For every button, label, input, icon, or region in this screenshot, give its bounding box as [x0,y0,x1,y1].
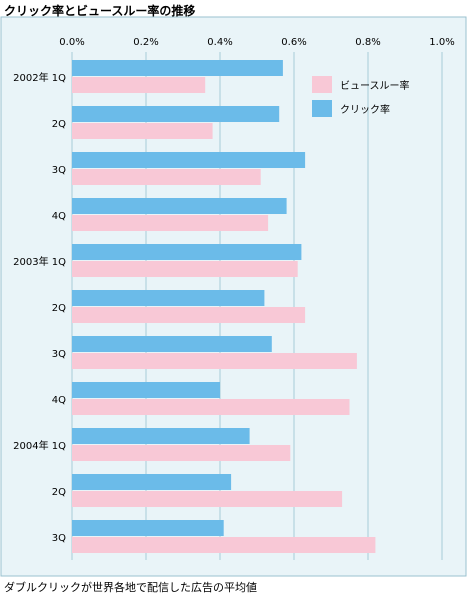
x-tick-label: 0.4% [207,37,232,48]
bar-click-rate [72,244,302,260]
legend-label: クリック率 [340,103,390,116]
category-label: 4Q [52,395,66,406]
bar-view-through-rate [72,491,343,507]
x-axis-tick-labels: 0.0% 0.2% 0.4% 0.6% 0.8% 1.0% [59,37,454,48]
bar-view-through-rate [72,353,357,369]
legend-swatch [312,100,332,117]
x-tick-label: 0.2% [133,37,158,48]
chart-caption: ダブルクリックが世界各地で配信した広告の平均値 [4,581,257,594]
bar-click-rate [72,520,224,536]
bar-click-rate [72,474,232,490]
category-label: 2002年 1Q [13,71,66,84]
legend-label: ビュースルー率 [340,79,410,92]
x-tick-label: 1.0% [429,37,454,48]
bar-view-through-rate [72,261,298,277]
category-label: 4Q [52,211,66,222]
bar-view-through-rate [72,307,306,323]
bar-click-rate [72,60,283,76]
bar-click-rate [72,198,287,214]
category-label: 2003年 1Q [13,255,66,268]
bar-click-rate [72,290,265,306]
bar-view-through-rate [72,169,261,185]
bar-view-through-rate [72,123,213,139]
category-label: 2Q [52,303,66,314]
x-tick-label: 0.6% [281,37,306,48]
bar-view-through-rate [72,399,350,415]
bar-click-rate [72,382,220,398]
x-tick-label: 0.0% [59,37,84,48]
bar-view-through-rate [72,537,376,553]
x-tick-label: 0.8% [355,37,380,48]
category-label: 3Q [52,349,66,360]
category-labels: 2002年 1Q 2Q 3Q 4Q 2003年 1Q 2Q 3Q 4Q 2004年 1Q 2Q 3Q [13,71,66,544]
bar-click-rate [72,428,250,444]
category-label: 3Q [52,165,66,176]
chart-title: クリック率とビュースルー率の推移 [4,4,196,18]
bars [72,60,376,553]
bar-view-through-rate [72,215,269,231]
category-label: 2Q [52,487,66,498]
category-label: 3Q [52,533,66,544]
legend-swatch [312,76,332,93]
bar-click-rate [72,106,280,122]
bar-click-rate [72,152,306,168]
category-label: 2004年 1Q [13,439,66,452]
category-label: 2Q [52,119,66,130]
bar-click-rate [72,336,272,352]
bar-view-through-rate [72,77,206,93]
bar-chart: 0.0% 0.2% 0.4% 0.6% 0.8% 1.0% 2002年 1Q2Q3Q4Q2… [0,16,467,577]
bar-view-through-rate [72,445,291,461]
